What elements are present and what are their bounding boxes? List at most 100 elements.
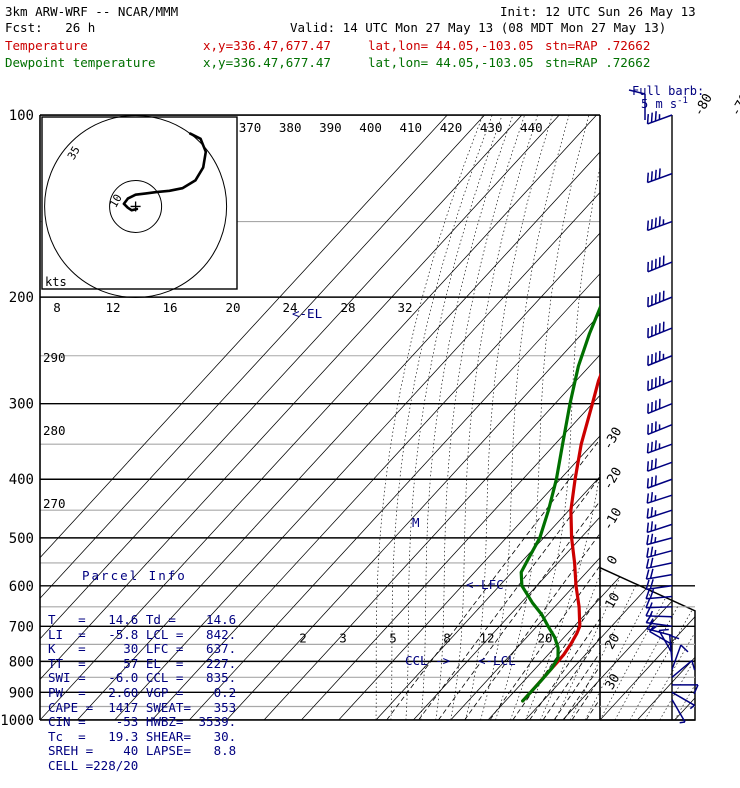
- moist-adiabat-line: [421, 115, 513, 720]
- plot-annotation: CCL ->: [405, 653, 450, 668]
- parcel-info-row: LI = -5.8 LCL = 842.: [48, 628, 236, 643]
- wind-barb-full: [648, 173, 649, 183]
- pressure-tick-label: 900: [9, 685, 34, 701]
- parcel-info-row: CIN = -53 HWBZ= 3539.: [48, 715, 236, 730]
- wind-barb-full: [652, 477, 653, 487]
- isotherm-line: [525, 115, 740, 720]
- plot-annotation: M: [412, 515, 420, 530]
- mixing-ratio-label-lower: 2: [299, 630, 307, 645]
- isotherm-line: [675, 115, 740, 720]
- mixing-ratio-line: [530, 222, 740, 721]
- isotherm-line: [600, 115, 740, 720]
- wind-barb-full: [651, 507, 652, 517]
- moist-adiabat-line: [570, 115, 740, 720]
- wind-barb-full: [646, 580, 649, 589]
- wind-barb-full: [648, 114, 649, 124]
- wind-barb-full: [655, 440, 656, 450]
- wind-barb-full: [647, 548, 649, 558]
- mixing-ratio-line: [387, 222, 740, 721]
- isotherm-top-label: -80: [691, 91, 716, 119]
- wind-barb-full: [655, 170, 656, 180]
- wind-barb-full: [648, 221, 649, 231]
- wind-barb-full: [659, 216, 660, 226]
- wind-barb-full: [651, 492, 652, 502]
- pressure-tick-label: 500: [9, 531, 34, 547]
- wind-barb-full: [655, 111, 656, 121]
- plot-annotation: <-EL: [292, 306, 322, 321]
- wind-barb-full: [648, 443, 649, 453]
- moist-adiabat-line: [406, 115, 502, 720]
- parcel-info-row: TT = 57 EL = 227.: [48, 657, 236, 672]
- moist-adiabat-line: [510, 115, 612, 720]
- pressure-tick-label: 1000: [0, 713, 34, 729]
- mixing-ratio-label-lower: 12: [479, 630, 494, 645]
- theta-top-label: 380: [279, 120, 302, 135]
- legend-barb-full: [629, 90, 645, 94]
- pressure-tick-label: 200: [9, 290, 34, 306]
- isotherm-line: [413, 115, 740, 720]
- theta-top-label: 420: [440, 120, 463, 135]
- wind-barb-full: [652, 460, 653, 470]
- isotherm-line: [301, 115, 740, 720]
- wind-barb-full: [652, 171, 653, 181]
- theta-left-label: 280: [43, 423, 66, 438]
- wind-barb-full: [646, 589, 649, 598]
- theta-top-label: 370: [239, 120, 262, 135]
- wind-barb-full: [652, 442, 653, 452]
- sounding-traces: [521, 115, 740, 701]
- pressure-tick-label: 100: [9, 108, 34, 124]
- theta-left-label: 270: [43, 496, 66, 511]
- wind-barb-full: [650, 579, 653, 588]
- isotherm-line: [525, 115, 740, 720]
- isotherm-right-label: -30: [601, 425, 626, 453]
- wind-barb-full: [651, 534, 653, 544]
- isotherm-line: [301, 115, 740, 720]
- plot-annotation: <-LFC: [466, 577, 504, 592]
- wind-barb-full: [647, 508, 648, 518]
- wing-grid: [301, 115, 740, 720]
- moist-adiabat-line: [481, 115, 570, 720]
- wind-barb-half: [655, 537, 656, 542]
- wind-barb-full: [655, 218, 656, 228]
- wind-barb-full: [647, 523, 648, 533]
- mixing-ratio-label-upper: 32: [397, 300, 412, 315]
- pressure-tick-label: 600: [9, 579, 34, 595]
- wind-barb-half: [655, 550, 656, 555]
- moist-adiabat-line: [466, 115, 553, 720]
- wind-barb-full: [652, 113, 653, 123]
- parcel-info-row: T = 14.6 Td = 14.6: [48, 613, 236, 628]
- isotherm-line: [339, 115, 740, 720]
- mixing-ratio-label-lower: 3: [339, 630, 347, 645]
- mixing-ratio-label-upper: 8: [53, 300, 61, 315]
- wind-barb-full: [655, 458, 656, 468]
- theta-left-label: 290: [43, 350, 66, 365]
- mixing-ratio-label-upper: 12: [105, 300, 120, 315]
- isotherm-line: [339, 115, 740, 720]
- isotherm-line: [488, 115, 740, 720]
- parcel-info-row: CAPE = 1417 SWEAT= 353: [48, 701, 236, 716]
- mixing-ratio-label-lower: 20: [537, 630, 552, 645]
- moist-adiabat-line: [451, 115, 538, 720]
- theta-top-label: 440: [520, 120, 543, 135]
- moist-adiabat-line: [376, 115, 483, 720]
- moist-adiabat-line: [615, 115, 740, 720]
- wind-barb-full: [647, 493, 648, 503]
- parcel-info-row: Tc = 19.3 SHEAR= 30.: [48, 730, 236, 745]
- parcel-info-row: SWI = -6.0 CCL = 835.: [48, 671, 236, 686]
- theta-top-label: 430: [480, 120, 503, 135]
- theta-top-label: 400: [359, 120, 382, 135]
- isotherm-line: [600, 115, 740, 720]
- wind-barbs: [629, 90, 698, 723]
- parcel-info-title: Parcel Info: [82, 569, 236, 584]
- wind-barb-full: [659, 168, 660, 178]
- moist-adiabat-line: [436, 115, 525, 720]
- isotherm-right-label: -20: [601, 465, 626, 493]
- isotherm-line: [451, 115, 740, 720]
- parcel-info-row: SREH = 40 LAPSE= 8.8: [48, 744, 236, 759]
- moist-adiabat-line: [600, 115, 740, 720]
- wind-barb-full: [659, 629, 669, 630]
- isotherm-line: [451, 115, 740, 720]
- pressure-tick-label: 800: [9, 654, 34, 670]
